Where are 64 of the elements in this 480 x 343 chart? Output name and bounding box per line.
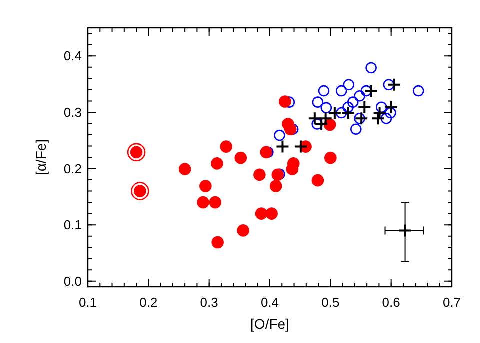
x-tick-label: 0.7: [442, 295, 462, 310]
point: [358, 100, 372, 114]
y-axis-title: [α/Fe]: [33, 139, 49, 176]
point: [270, 180, 282, 192]
point: [384, 100, 398, 114]
point: [336, 107, 348, 119]
x-tick-label: 0.3: [200, 295, 218, 310]
point: [366, 62, 377, 74]
point: [347, 96, 359, 108]
point: [294, 140, 308, 154]
point: [387, 78, 402, 92]
point: [237, 224, 250, 237]
point: [312, 118, 323, 130]
point: [284, 123, 297, 136]
point: [127, 143, 146, 162]
y-tick-label: 0.4: [64, 48, 82, 64]
point: [324, 152, 337, 164]
y-tick-label: 0.0: [64, 274, 82, 289]
point: [342, 102, 354, 114]
point: [260, 146, 273, 159]
point: [328, 106, 342, 120]
point: [320, 102, 332, 114]
point: [354, 112, 369, 126]
point: [212, 236, 224, 249]
point: [272, 168, 284, 182]
point: [312, 96, 324, 108]
y-tick-label: 0.3: [64, 105, 82, 120]
y-tick-label: 0.2: [64, 161, 82, 176]
point: [211, 158, 224, 170]
point: [178, 163, 192, 176]
x-tick-label: 0.6: [382, 295, 400, 310]
point: [383, 79, 395, 91]
point: [341, 106, 356, 120]
point: [234, 152, 248, 164]
point: [220, 140, 232, 153]
point: [200, 180, 212, 192]
y-tick-label: 0.1: [64, 218, 82, 233]
point: [354, 113, 366, 124]
point: [254, 168, 266, 182]
point: [376, 102, 388, 114]
point: [412, 85, 424, 97]
point: [343, 79, 355, 91]
point: [354, 90, 366, 102]
x-tick-label: 0.4: [260, 295, 280, 310]
x-tick-label: 0.2: [140, 295, 158, 310]
point: [255, 208, 268, 220]
point: [312, 174, 324, 187]
point: [350, 124, 362, 135]
point: [274, 130, 286, 142]
point: [209, 196, 222, 209]
point: [276, 140, 290, 154]
x-tick-label: 0.5: [322, 295, 340, 310]
point: [364, 84, 378, 98]
point: [318, 85, 330, 97]
point: [197, 196, 210, 209]
point: [385, 107, 396, 119]
point: [131, 182, 150, 200]
point: [336, 85, 348, 97]
x-tick-label: 0.1: [78, 295, 98, 310]
x-axis-title: [O/Fe]: [250, 316, 290, 332]
point: [398, 224, 412, 238]
point: [380, 113, 392, 124]
point: [266, 208, 278, 220]
point: [279, 96, 292, 108]
